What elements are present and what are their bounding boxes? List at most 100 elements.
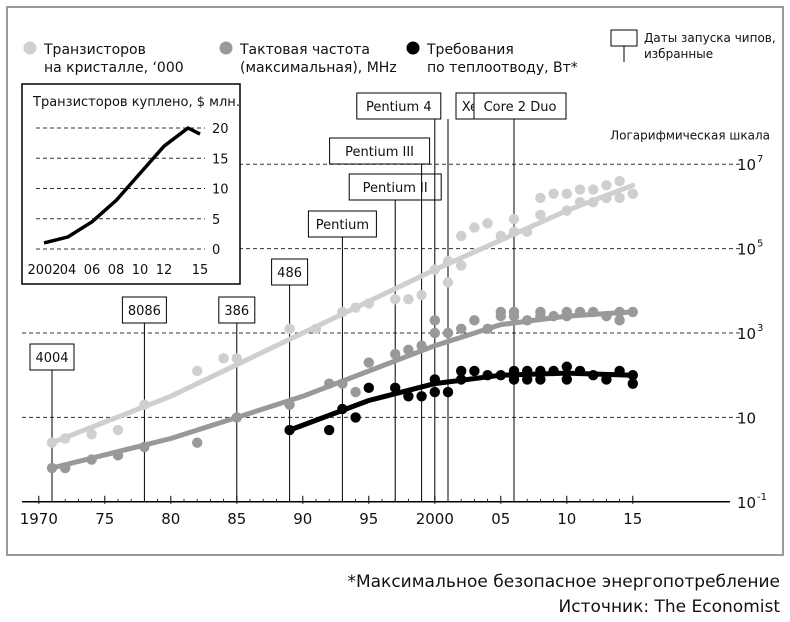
inset-line xyxy=(43,126,201,245)
chip-label-1: 8086 xyxy=(128,304,161,319)
power-point-2 xyxy=(337,403,348,415)
chip-box-1 xyxy=(121,296,167,324)
y-tick-exp-1: 5 xyxy=(757,239,763,250)
transistors-point-33 xyxy=(574,196,586,208)
clock-point-24 xyxy=(508,306,520,318)
chip-label-7: Pentium 4 xyxy=(366,100,432,115)
transistors-point-14 xyxy=(403,294,414,305)
inset-title: Транзисторов куплено, $ млн. xyxy=(32,95,240,110)
power-point-19 xyxy=(522,374,533,385)
inset-x-tick-label-2: 06 xyxy=(84,263,101,278)
transistors-point-0 xyxy=(46,437,58,448)
clock-point-1 xyxy=(59,462,71,474)
inset-y-tick-label-0: 0 xyxy=(212,243,220,258)
transistors-point-13 xyxy=(390,294,401,305)
transistors-point-10 xyxy=(337,306,348,318)
x-tick-label-5: 95 xyxy=(359,510,378,528)
x-tick-label-7: 05 xyxy=(491,510,510,528)
chip-label-6: Pentium III xyxy=(345,145,414,160)
chip-label-0: 4004 xyxy=(35,351,68,366)
clock-point-19 xyxy=(469,315,480,326)
footnote: *Максимальное безопасное энергопотреблен… xyxy=(347,572,780,592)
transistors-point-36 xyxy=(601,180,612,191)
transistors-point-28 xyxy=(535,192,546,204)
transistors-point-18 xyxy=(442,256,454,267)
legend-marker-power xyxy=(406,41,420,55)
x-tick-label-2: 80 xyxy=(161,510,180,528)
x-tick-label-4: 90 xyxy=(293,510,312,528)
y-tick-label-0: 10 xyxy=(737,156,756,174)
y-tick-label-1: 10 xyxy=(737,241,756,259)
legend-label-transistors-1: Транзисторов xyxy=(43,42,146,58)
transistors-point-32 xyxy=(574,184,586,195)
clock-point-9 xyxy=(337,378,348,389)
power-point-4 xyxy=(363,382,374,394)
inset-x-tick-label-6: 15 xyxy=(192,263,209,278)
chip-box-0 xyxy=(29,343,75,371)
clock-point-36 xyxy=(627,306,638,318)
power-point-15 xyxy=(495,370,506,381)
power-point-29 xyxy=(627,370,638,381)
clock-point-3 xyxy=(112,450,124,461)
power-point-3 xyxy=(350,412,361,423)
clock-point-17 xyxy=(442,327,454,339)
legend-label-clock-2: (максимальная), MHz xyxy=(240,60,397,76)
inset-x-tick-label-1: 04 xyxy=(60,263,77,278)
chip-box-4 xyxy=(307,210,377,238)
power-point-28 xyxy=(614,365,625,377)
legend-marker-transistors xyxy=(23,41,37,55)
power-point-5 xyxy=(390,382,401,394)
clock-point-13 xyxy=(403,344,414,356)
chip-box-3 xyxy=(271,258,309,286)
legend-label-transistors-2: на кристалле, ‘000 xyxy=(44,60,184,76)
transistors-point-8 xyxy=(284,323,295,334)
transistors-point-22 xyxy=(482,218,493,229)
y-tick-exp-0: 7 xyxy=(757,154,763,165)
transistors-point-3 xyxy=(112,424,124,436)
transistors-point-35 xyxy=(588,196,599,208)
power-point-22 xyxy=(548,365,559,377)
inset-y-tick-label-1: 5 xyxy=(212,213,220,228)
transistors-point-38 xyxy=(614,175,625,187)
clock-point-5 xyxy=(192,437,203,448)
x-tick-label-1: 75 xyxy=(95,510,114,528)
power-point-18 xyxy=(522,365,533,377)
power-point-0 xyxy=(284,424,295,436)
chip-box-7 xyxy=(356,92,442,120)
clock-point-20 xyxy=(482,323,493,334)
clock-point-14 xyxy=(416,340,427,351)
chip-label-2: 386 xyxy=(224,304,249,319)
y-tick-label-3: 10 xyxy=(737,409,756,427)
clock-point-31 xyxy=(574,306,586,318)
transistors-point-12 xyxy=(363,298,374,309)
chip-label-3: 486 xyxy=(277,266,302,281)
transistors-point-15 xyxy=(416,289,427,301)
power-point-14 xyxy=(482,370,493,381)
clock-point-33 xyxy=(601,310,612,322)
clock-point-32 xyxy=(588,306,599,318)
y-tick-label-2: 10 xyxy=(737,325,756,343)
legend-chips-label-2: избранные xyxy=(644,47,713,61)
transistors-point-29 xyxy=(548,188,559,199)
transistors-point-31 xyxy=(561,188,572,199)
clock-point-27 xyxy=(535,306,546,318)
clock-point-6 xyxy=(231,412,242,423)
y-tick-exp-2: 3 xyxy=(757,323,763,334)
chip-box-2 xyxy=(218,296,256,324)
power-point-27 xyxy=(601,374,612,385)
legend-label-clock-1: Тактовая частота xyxy=(239,42,370,58)
legend-chips-label-1: Даты запуска чипов, xyxy=(644,31,776,45)
transistors-point-21 xyxy=(469,222,480,233)
chip-box-6 xyxy=(329,137,431,165)
inset-y-tick-label-3: 15 xyxy=(212,152,229,167)
x-tick-label-6: 2000 xyxy=(416,510,454,528)
transistors-point-23 xyxy=(495,230,506,242)
scale-note: Логарифмическая шкала xyxy=(610,128,770,142)
y-tick-label-4: 10 xyxy=(737,494,756,512)
inset-y-tick-label-2: 10 xyxy=(212,183,229,198)
transistors-point-26 xyxy=(522,226,533,237)
clock-point-7 xyxy=(284,399,295,410)
legend-label-power-2: по теплоотводу, Вт* xyxy=(427,60,578,76)
inset-y-tick-label-4: 20 xyxy=(212,122,229,137)
chip-box-5 xyxy=(348,173,442,201)
